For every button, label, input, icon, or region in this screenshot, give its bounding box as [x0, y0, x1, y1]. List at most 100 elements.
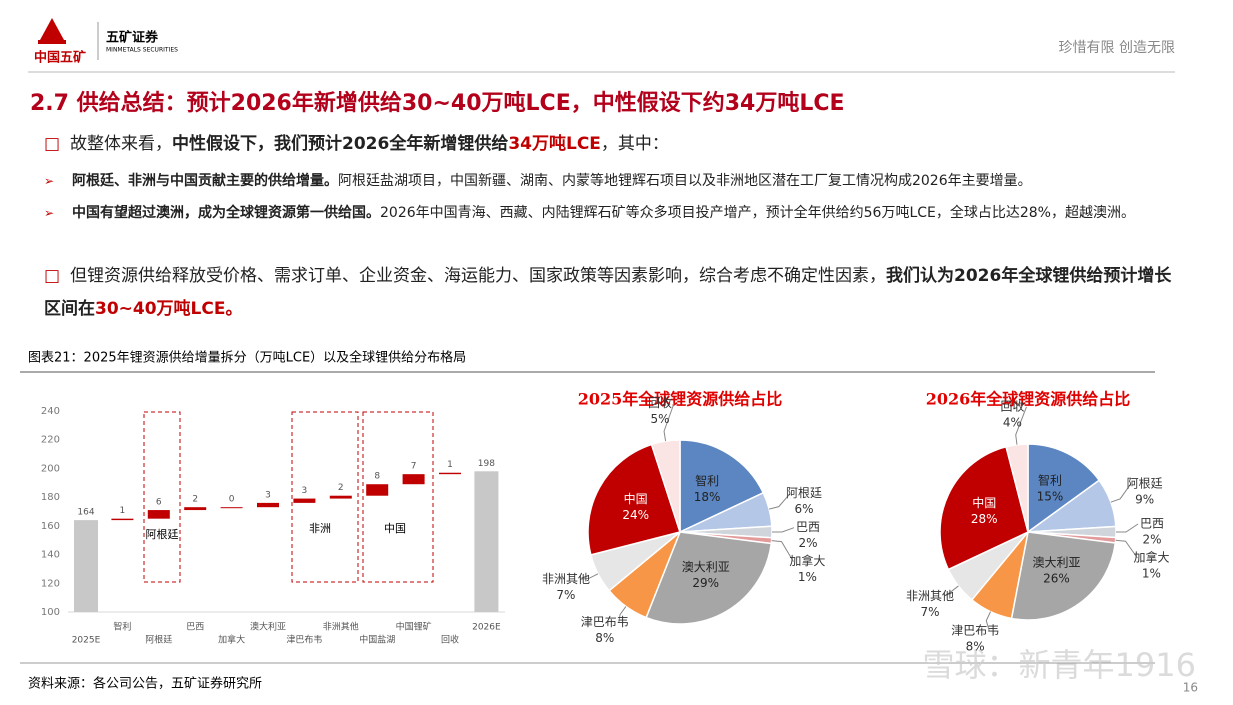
text-run: 30~40万吨LCE。	[95, 299, 243, 319]
bar	[147, 510, 170, 519]
slice-name: 智利	[1038, 472, 1062, 487]
text-run: 阿根廷盐湖项目，中国新疆、湖南、内蒙等地锂辉石项目以及非洲地区潜在工厂复工情况构…	[338, 173, 1032, 189]
y-tick-label: 100	[41, 607, 60, 618]
leader-line	[663, 403, 675, 442]
bar	[293, 498, 316, 503]
slice-label: 8%	[966, 639, 985, 653]
paragraph: □ 但锂资源供给释放受价格、需求订单、企业资金、海运能力、国家政策等因素影响，综合…	[44, 260, 1174, 326]
slice-label: 4%	[1003, 415, 1022, 429]
slice-name: 巴西	[1140, 517, 1164, 531]
slide-title: 2.7 供给总结：预计2026年新增供给30~40万吨LCE，中性假设下约34万…	[30, 90, 845, 116]
slice-name: 加拿大	[789, 553, 825, 568]
y-tick-label: 240	[41, 406, 60, 417]
value-label: 6	[156, 498, 162, 508]
slice-label: 18%	[694, 490, 721, 504]
text-run: 我们认为2026年全球锂供给预计增长区间在	[44, 266, 1172, 319]
value-label: 8	[374, 472, 380, 482]
bar	[111, 518, 134, 521]
x-tick-label: 津巴布韦	[286, 634, 322, 646]
slice-name: 回收	[648, 396, 672, 410]
bullet: ➢	[44, 174, 55, 188]
text-run: 但锂资源供给释放受价格、需求订单、企业资金、海运能力、国家政策等因素影响，综合考…	[70, 266, 886, 286]
value-label: 164	[77, 508, 94, 518]
leader-line	[1110, 483, 1132, 503]
bar	[474, 471, 499, 612]
slice-label: 2%	[1142, 533, 1161, 547]
pie-title: 2025年全球锂资源供给占比	[578, 390, 783, 409]
x-tick-label: 2026E	[472, 623, 501, 633]
slogan: 珍惜有限 创造无限	[1059, 40, 1175, 56]
watermark: 雪球：新青年1916	[923, 646, 1196, 684]
y-tick-label: 120	[41, 578, 60, 589]
value-label: 1	[447, 460, 453, 470]
logo	[38, 18, 66, 44]
leader-line	[985, 611, 991, 631]
slice-name: 中国	[624, 491, 648, 506]
slice-label: 8%	[595, 631, 614, 645]
text-run: 阿根廷、非洲与中国贡献主要的供给增量。	[72, 173, 338, 189]
pie-title: 2026年全球锂资源供给占比	[926, 390, 1131, 409]
bullet: □	[44, 266, 61, 286]
pie-slice	[645, 531, 773, 625]
group-box	[291, 411, 359, 583]
value-label: 3	[265, 490, 271, 500]
y-tick-label: 160	[41, 521, 60, 532]
slice-label: 2%	[798, 536, 817, 550]
source: 资料来源：各公司公告，五矿证券研究所	[28, 676, 262, 692]
slice-label: 29%	[692, 576, 719, 590]
value-label: 3	[302, 486, 308, 496]
pie-slice	[679, 439, 765, 534]
value-label: 2	[192, 495, 198, 505]
pie-slice	[587, 443, 681, 556]
group-label: 中国	[384, 522, 406, 535]
value-label: 0	[229, 495, 235, 505]
leader-line	[1115, 539, 1138, 559]
leader-line	[1116, 523, 1139, 533]
value-label: 7	[411, 462, 417, 472]
text-run: 中国有望超过澳洲，成为全球锂资源第一供给国。	[72, 205, 380, 221]
x-tick-label: 澳大利亚	[250, 621, 286, 633]
page-number: 16	[1183, 681, 1198, 695]
slice-name: 阿根廷	[1127, 477, 1163, 491]
slice-label: 26%	[1043, 572, 1070, 586]
value-label: 2	[338, 483, 344, 493]
slice-label: 5%	[650, 412, 669, 426]
slice-name: 津巴布韦	[581, 615, 629, 629]
group-box	[143, 411, 181, 583]
text-run: 故整体来看，	[70, 134, 172, 154]
pie-slice	[939, 445, 1029, 571]
leader-line	[579, 573, 599, 580]
slice-name: 津巴布韦	[951, 623, 999, 637]
paragraph: □ 故整体来看，中性假设下，我们预计2026全年新增锂供给34万吨LCE，其中：	[44, 128, 1174, 161]
slice-label: 15%	[1037, 489, 1064, 503]
bullet: ➢	[44, 206, 55, 220]
slice-label: 6%	[794, 502, 813, 516]
slice-name: 加拿大	[1133, 550, 1169, 565]
bar	[439, 472, 461, 475]
pie-slice	[1005, 443, 1029, 533]
paragraph: ➢ 阿根廷、非洲与中国贡献主要的供给增量。阿根廷盐湖项目，中国新疆、湖南、内蒙等地…	[44, 167, 1154, 195]
y-tick-label: 180	[41, 492, 60, 503]
y-tick-label: 200	[41, 463, 60, 474]
x-tick-label: 中国锂矿	[396, 621, 432, 633]
slice-name: 非洲其他	[542, 572, 590, 586]
bar	[184, 507, 207, 511]
group-box	[362, 411, 434, 583]
bar	[402, 474, 425, 485]
value-label: 1	[120, 506, 126, 516]
text-run: 34万吨LCE	[508, 134, 601, 154]
leader-line	[771, 540, 794, 562]
company: 五矿证券	[106, 30, 159, 46]
slice-label: 7%	[920, 605, 939, 619]
text-run: 2026年中国青海、西藏、内陆锂辉石矿等众多项目投产增产，预计全年供给约56万吨…	[380, 205, 1135, 221]
bar	[74, 520, 98, 612]
x-tick-label: 加拿大	[218, 634, 245, 646]
bar	[220, 507, 243, 509]
slice-label: 28%	[971, 512, 998, 526]
slice-label: 7%	[556, 588, 575, 602]
value-label: 198	[478, 459, 495, 469]
bar	[329, 495, 352, 499]
text-run: ，其中：	[600, 134, 669, 154]
bullet: □	[44, 134, 61, 154]
slice-name: 澳大利亚	[1032, 556, 1080, 570]
